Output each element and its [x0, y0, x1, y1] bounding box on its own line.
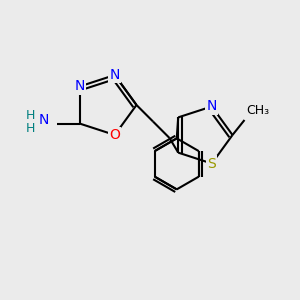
Text: S: S: [207, 157, 216, 170]
Text: O: O: [109, 128, 120, 142]
Text: H: H: [26, 122, 35, 135]
Text: H: H: [26, 109, 35, 122]
Text: N: N: [74, 80, 85, 94]
Text: N: N: [110, 68, 120, 82]
Text: N: N: [207, 100, 217, 113]
Text: N: N: [38, 113, 49, 127]
Text: CH₃: CH₃: [246, 104, 269, 117]
